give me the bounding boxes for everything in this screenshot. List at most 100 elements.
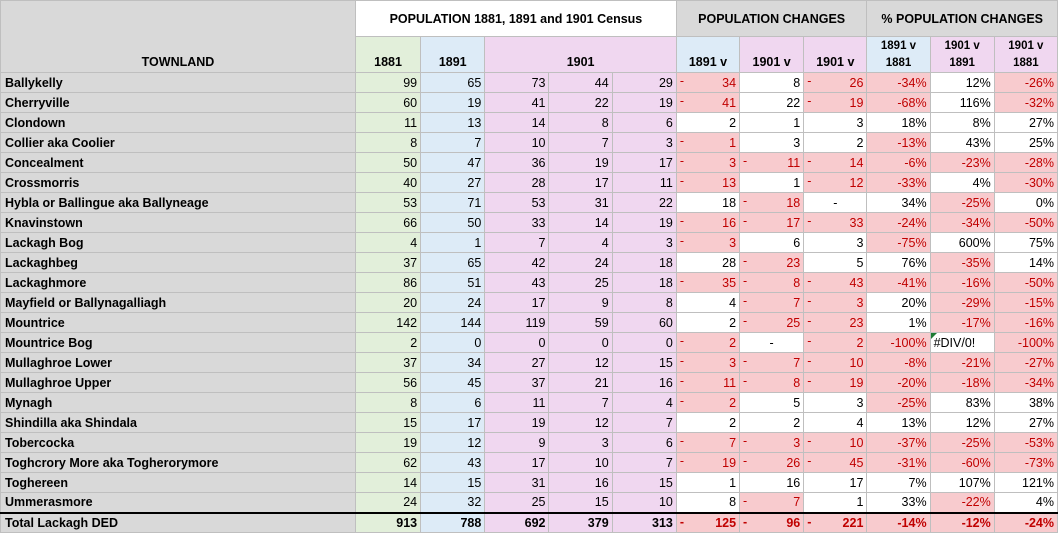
- pct-cell[interactable]: -17%: [929, 312, 995, 333]
- pop-1881-cell[interactable]: 2: [354, 332, 422, 353]
- pop-1901-cell[interactable]: 36: [484, 152, 550, 173]
- pop-1891-cell[interactable]: 788: [420, 511, 486, 533]
- pop-1891-cell[interactable]: 144: [420, 312, 486, 333]
- change-cell[interactable]: - 19: [675, 452, 741, 473]
- change-cell[interactable]: -2: [675, 392, 741, 413]
- change-cell[interactable]: - 14: [803, 152, 868, 173]
- change-cell[interactable]: -7: [739, 352, 805, 373]
- pop-1891-cell[interactable]: 15: [420, 472, 486, 493]
- change-cell[interactable]: 2: [675, 112, 741, 133]
- townland-name-cell[interactable]: Mayfield or Ballynagalliagh: [0, 292, 356, 313]
- pct-cell[interactable]: -29%: [929, 292, 995, 313]
- pop-1901-cell[interactable]: 24: [548, 252, 613, 273]
- pct-cell[interactable]: -100%: [866, 332, 931, 353]
- change-cell[interactable]: - 11: [739, 152, 805, 173]
- townland-name-cell[interactable]: Ummerasmore: [0, 492, 356, 513]
- townland-name-cell[interactable]: Mountrice: [0, 312, 356, 333]
- pop-1881-cell[interactable]: 37: [354, 252, 422, 273]
- pop-1901-cell[interactable]: 19: [484, 412, 550, 433]
- pop-1891-cell[interactable]: 19: [420, 92, 486, 113]
- pop-1891-cell[interactable]: 12: [420, 432, 486, 453]
- change-cell[interactable]: 3: [803, 112, 868, 133]
- pct-cell[interactable]: 13%: [866, 412, 931, 433]
- pop-1901-cell[interactable]: 31: [484, 472, 550, 493]
- pop-1901-cell[interactable]: 73: [484, 72, 550, 93]
- pct-cell[interactable]: 7%: [866, 472, 931, 493]
- pop-1891-cell[interactable]: 65: [420, 252, 486, 273]
- pop-1881-cell[interactable]: 60: [354, 92, 422, 113]
- pop-1901-cell[interactable]: 44: [548, 72, 613, 93]
- pop-1901-cell[interactable]: 119: [484, 312, 550, 333]
- pop-1901-cell[interactable]: 10: [611, 492, 677, 513]
- pop-1901-cell[interactable]: 313: [611, 511, 677, 533]
- townland-name-cell[interactable]: Ballykelly: [0, 72, 356, 93]
- pct-cell[interactable]: -24%: [866, 212, 931, 233]
- pct-cell[interactable]: 8%: [929, 112, 995, 133]
- pop-1901-cell[interactable]: 18: [611, 272, 677, 293]
- pop-1901-cell[interactable]: 4: [611, 392, 677, 413]
- pop-1901-cell[interactable]: 41: [484, 92, 550, 113]
- pct-cell[interactable]: 33%: [866, 492, 931, 513]
- change-cell[interactable]: -2: [675, 332, 741, 353]
- pct-group-header[interactable]: % POPULATION CHANGES: [866, 0, 1058, 37]
- change-cell[interactable]: 28: [675, 252, 741, 273]
- change-cell[interactable]: 18: [675, 192, 741, 213]
- change-cell[interactable]: -7: [675, 432, 741, 453]
- pct-cell[interactable]: 14%: [993, 252, 1058, 273]
- pop-1891-cell[interactable]: 17: [420, 412, 486, 433]
- change-cell[interactable]: - 33: [803, 212, 868, 233]
- pop-1881-cell[interactable]: 37: [354, 352, 422, 373]
- change-cell[interactable]: - 23: [739, 252, 805, 273]
- change-cell[interactable]: - 125: [675, 511, 741, 533]
- pop-1901-cell[interactable]: 7: [548, 132, 613, 153]
- changes-group-header[interactable]: POPULATION CHANGES: [675, 0, 868, 37]
- pct-cell[interactable]: -23%: [929, 152, 995, 173]
- pop-1891-cell[interactable]: 50: [420, 212, 486, 233]
- pop-1901-cell[interactable]: 10: [484, 132, 550, 153]
- change-cell[interactable]: - 17: [739, 212, 805, 233]
- pct-cell[interactable]: 43%: [929, 132, 995, 153]
- pop-1881-cell[interactable]: 53: [354, 192, 422, 213]
- pct-cell[interactable]: 83%: [929, 392, 995, 413]
- townland-name-cell[interactable]: Mynagh: [0, 392, 356, 413]
- change-cell[interactable]: 5: [803, 252, 868, 273]
- pct-cell[interactable]: 116%: [929, 92, 995, 113]
- pct-cell[interactable]: -50%: [993, 212, 1058, 233]
- pop-1901-cell[interactable]: 19: [611, 212, 677, 233]
- change-cell[interactable]: - 10: [803, 432, 868, 453]
- chg-1891v-header[interactable]: 1891 v: [675, 36, 741, 73]
- pct-cell[interactable]: 107%: [929, 472, 995, 493]
- change-cell[interactable]: - 43: [803, 272, 868, 293]
- pop-1901-cell[interactable]: 9: [548, 292, 613, 313]
- townland-header[interactable]: TOWNLAND: [0, 0, 356, 73]
- change-cell[interactable]: 4: [675, 292, 741, 313]
- pop-1891-cell[interactable]: 32: [420, 492, 486, 513]
- change-cell[interactable]: 4: [803, 412, 868, 433]
- pop-1901-cell[interactable]: 0: [484, 332, 550, 353]
- pop-1891-cell[interactable]: 65: [420, 72, 486, 93]
- pop-1901-cell[interactable]: 8: [548, 112, 613, 133]
- change-cell[interactable]: - 45: [803, 452, 868, 473]
- change-cell[interactable]: 2: [739, 412, 805, 433]
- change-cell[interactable]: 17: [803, 472, 868, 493]
- pop-1881-cell[interactable]: 15: [354, 412, 422, 433]
- change-cell[interactable]: -3: [675, 232, 741, 253]
- pct-1901v1891-header[interactable]: 1901 v 1891: [929, 36, 995, 73]
- pct-cell[interactable]: -41%: [866, 272, 931, 293]
- pct-cell[interactable]: 75%: [993, 232, 1058, 253]
- pct-cell[interactable]: -21%: [929, 352, 995, 373]
- chg-1901v-b-header[interactable]: 1901 v: [803, 36, 868, 73]
- pct-cell[interactable]: -33%: [866, 172, 931, 193]
- pop-1891-cell[interactable]: 47: [420, 152, 486, 173]
- pct-cell[interactable]: 12%: [929, 412, 995, 433]
- pop-1881-cell[interactable]: 142: [354, 312, 422, 333]
- change-cell[interactable]: - 12: [803, 172, 868, 193]
- change-cell[interactable]: -3: [675, 152, 741, 173]
- change-cell[interactable]: -8: [739, 272, 805, 293]
- change-cell[interactable]: 2: [675, 412, 741, 433]
- pct-cell[interactable]: 1%: [866, 312, 931, 333]
- change-cell[interactable]: 8: [739, 72, 805, 93]
- change-cell[interactable]: - 13: [675, 172, 741, 193]
- change-cell[interactable]: - 25: [739, 312, 805, 333]
- change-cell[interactable]: - 34: [675, 72, 741, 93]
